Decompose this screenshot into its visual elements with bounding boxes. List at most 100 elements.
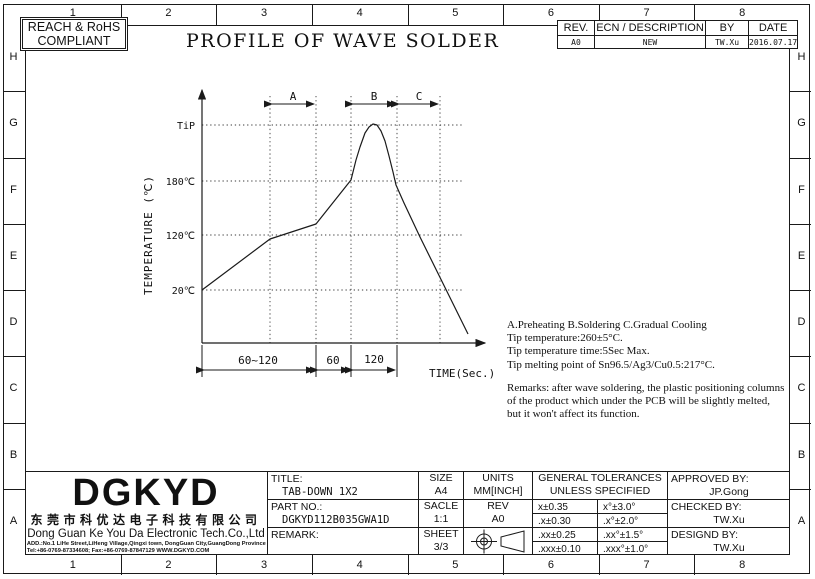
- grid-tick-right: [790, 422, 811, 424]
- note-line: A.Preheating B.Soldering C.Gradual Cooli…: [507, 319, 707, 331]
- grid-tick-top: [503, 4, 505, 25]
- grid-tick-bottom: [407, 555, 409, 575]
- tolerances-header-line1: GENERAL TOLERANCES: [538, 472, 662, 484]
- grid-tick-right: [790, 91, 811, 93]
- grid-col-label-top: 2: [165, 7, 172, 19]
- rev-col-header: REV.: [557, 20, 595, 36]
- grid-row-label-left: E: [9, 249, 18, 262]
- grid-col-label-top: 5: [452, 7, 459, 19]
- grid-col-label-bottom: 6: [547, 559, 554, 571]
- units-label: UNITS: [482, 472, 514, 484]
- grid-tick-top: [120, 4, 122, 25]
- grid-row-label-left: F: [10, 183, 17, 196]
- sheet-label: SHEET: [423, 528, 459, 540]
- chart-axes: [197, 88, 487, 348]
- size-value: A4: [434, 485, 448, 497]
- grid-tick-top: [598, 4, 600, 25]
- grid-row-label-right: D: [797, 316, 806, 329]
- tolerances-header-cell: GENERAL TOLERANCES UNLESS SPECIFIED: [532, 471, 667, 499]
- grid-col-label-bottom: 4: [356, 559, 363, 571]
- projection-symbol-icon: [471, 529, 525, 554]
- x-segment-solder: 120: [364, 353, 384, 366]
- part-no-cell: PART NO.: DGKYD112B035GWA1D: [267, 499, 418, 527]
- grid-tick-bottom: [120, 555, 122, 575]
- tolerance-cell: x°±3.0°: [597, 499, 667, 513]
- grid-col-label-top: 8: [739, 7, 746, 19]
- approved-value: JP.Gong: [709, 486, 749, 498]
- grid-col-label-bottom: 7: [643, 559, 650, 571]
- grid-tick-left: [3, 488, 25, 490]
- rev-label: REV: [487, 500, 509, 512]
- tolerance-cell: .x°±2.0°: [597, 513, 667, 527]
- sheet-value: 3/3: [433, 541, 449, 553]
- grid-tick-left: [3, 157, 25, 159]
- company-contact: Tel:+86-0769-87334608; Fax:+86-0769-8784…: [26, 548, 210, 554]
- grid-row-label-right: G: [797, 117, 806, 130]
- grid-tick-top: [311, 4, 313, 25]
- note-line: Tip temperature:260±5°C.: [507, 332, 623, 345]
- phase-label-b: B: [371, 90, 378, 103]
- grid-tick-bottom: [311, 555, 313, 575]
- grid-tick-left: [3, 422, 25, 424]
- by-col-header: BY: [705, 20, 749, 36]
- grid-tick-left: [3, 223, 25, 225]
- checked-cell: CHECKED BY: TW.Xu: [667, 499, 790, 527]
- grid-col-label-bottom: 3: [261, 559, 268, 571]
- drawing-title: PROFILE OF WAVE SOLDER: [186, 30, 500, 52]
- grid-row-label-right: A: [797, 514, 806, 527]
- grid-row-label-left: B: [9, 448, 18, 461]
- compliance-badge: REACH & RoHS COMPLIANT: [20, 17, 128, 51]
- remark-line: Remarks: after wave soldering, the plast…: [507, 381, 785, 394]
- y-tick-20: 20℃: [172, 286, 195, 297]
- compliance-badge-line2: COMPLIANT: [37, 34, 111, 48]
- revision-table-row: A0 NEW TW.Xu 2016.07.17: [557, 35, 799, 49]
- grid-tick-top: [694, 4, 696, 25]
- rev-value: A0: [491, 513, 505, 525]
- scale-value: 1:1: [433, 513, 449, 525]
- y-tick-tip: TiP: [177, 121, 195, 132]
- grid-tick-bottom: [503, 555, 505, 575]
- grid-tick-left: [3, 356, 25, 358]
- approved-cell: APPROVED BY: JP.Gong: [667, 471, 790, 499]
- units-cell: UNITS MM[INCH]: [463, 471, 532, 499]
- grid-col-label-top: 6: [547, 7, 554, 19]
- grid-row-label-left: A: [9, 514, 18, 527]
- grid-col-label-top: 3: [261, 7, 268, 19]
- grid-row-label-left: G: [9, 117, 18, 130]
- grid-row-label-right: C: [797, 382, 806, 395]
- process-notes: A.Preheating B.Soldering C.Gradual Cooli…: [507, 319, 807, 421]
- ecn-value: NEW: [594, 35, 706, 49]
- grid-tick-bottom: [694, 555, 696, 575]
- grid-tick-bottom: [216, 555, 218, 575]
- tolerance-cell: .x±0.30: [532, 513, 597, 527]
- scale-label: SACLE: [423, 500, 459, 512]
- grid-tick-right: [790, 290, 811, 291]
- grid-tick-top: [216, 4, 218, 25]
- units-value: MM[INCH]: [473, 485, 523, 497]
- grid-col-label-bottom: 5: [452, 559, 459, 571]
- tolerances-header-line2: UNLESS SPECIFIED: [549, 485, 651, 497]
- remark-line: of the product which under the PCB will …: [507, 395, 771, 408]
- projection-symbol-cell: [463, 527, 532, 555]
- x-segment-ramp: 60: [326, 354, 339, 367]
- tolerance-cell: .xx±0.25: [532, 527, 597, 541]
- grid-row-label-right: E: [797, 249, 806, 262]
- revision-table-header: REV. ECN / DESCRIPTION BY DATE: [557, 20, 799, 36]
- grid-row-label-left: C: [9, 382, 18, 395]
- grid-tick-bottom: [598, 555, 600, 575]
- grid-row-label-right: H: [797, 51, 806, 64]
- grid-row-label-right: F: [798, 183, 805, 196]
- note-line: Tip temperature time:5Sec Max.: [507, 345, 650, 358]
- by-value: TW.Xu: [705, 35, 749, 49]
- x-axis-title: TIME(Sec.): [429, 367, 495, 380]
- scale-cell: SACLE 1:1: [418, 499, 463, 527]
- grid-row-label-right: B: [797, 448, 806, 461]
- grid-col-label-top: 1: [69, 7, 76, 19]
- designed-label: DESIGND BY:: [671, 529, 739, 541]
- title-value: TAB-DOWN 1X2: [282, 486, 358, 498]
- grid-tick-right: [790, 157, 811, 159]
- grid-tick-right: [790, 356, 811, 358]
- y-axis-title: TEMPERATURE (℃): [142, 175, 155, 295]
- grid-tick-right: [790, 223, 811, 225]
- grid-col-label-bottom: 1: [69, 559, 76, 571]
